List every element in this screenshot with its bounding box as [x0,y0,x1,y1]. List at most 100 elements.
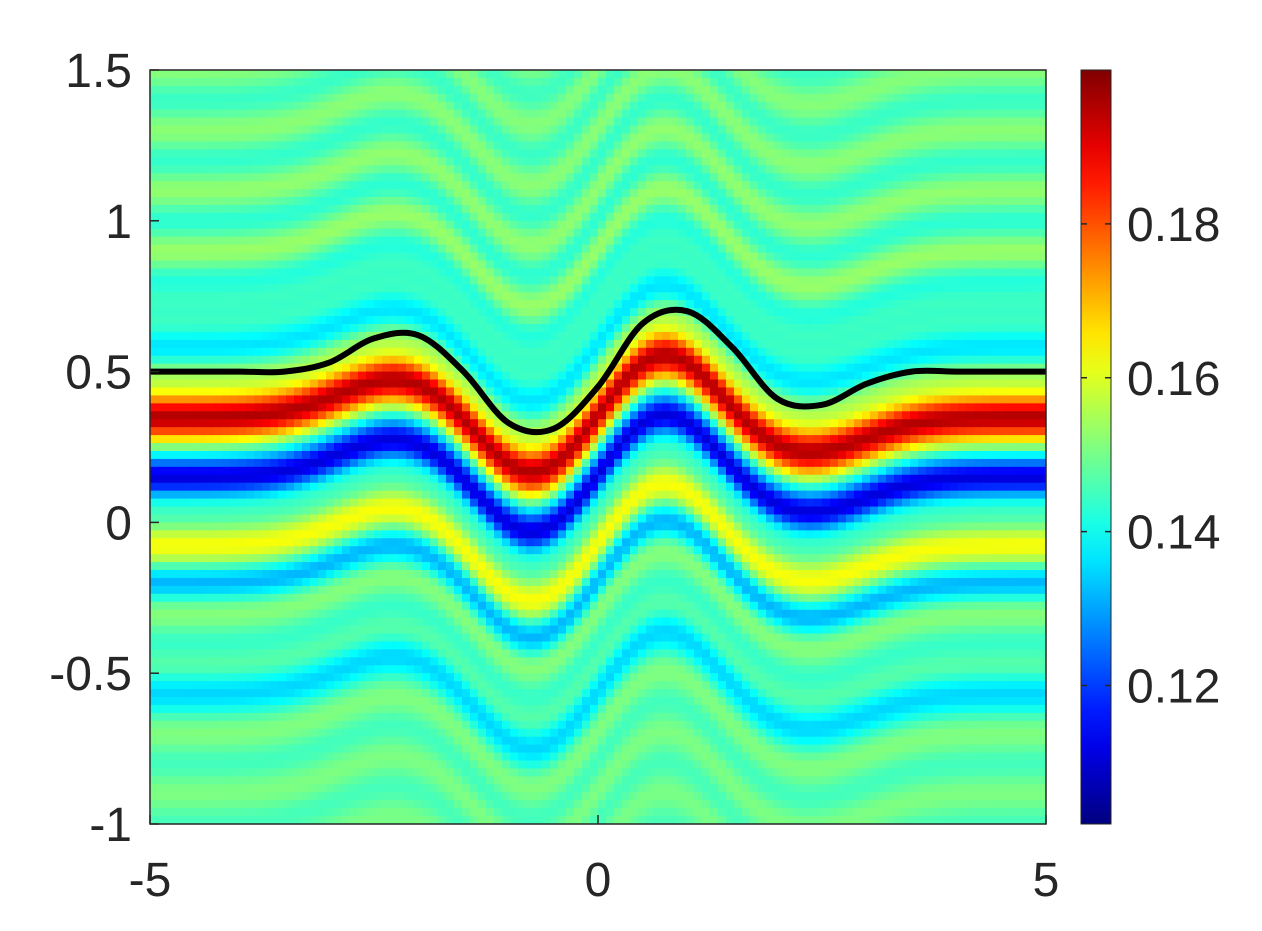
heatmap-cell [230,93,239,103]
heatmap-cell [262,577,271,587]
heatmap-cell [422,252,431,262]
heatmap-cell [262,212,271,222]
heatmap-cell [438,665,447,674]
heatmap-cell [262,816,271,824]
heatmap-cell [174,411,183,420]
heatmap-cell [342,268,351,277]
heatmap-cell [206,697,215,706]
heatmap-cell [438,101,447,111]
heatmap-cell [262,800,271,809]
heatmap-cell [470,601,479,611]
heatmap-cell [470,133,479,143]
heatmap-cell [374,593,383,603]
heatmap-cell [294,252,303,262]
heatmap-cell [422,554,431,563]
heatmap-cell [422,657,431,666]
heatmap-cell [222,673,231,682]
heatmap-cell [494,435,503,444]
heatmap-cell [358,70,367,79]
heatmap-cell [486,228,495,238]
heatmap-cell [526,292,535,301]
heatmap-cell [246,419,255,428]
heatmap-cell [358,443,367,452]
heatmap-cell [334,228,343,238]
heatmap-cell [254,355,263,365]
heatmap-cell [334,387,343,397]
heatmap-cell [422,784,431,793]
heatmap-cell [526,760,535,770]
heatmap-cell [270,300,279,309]
heatmap-cell [414,204,423,214]
heatmap-cell [206,339,215,349]
heatmap-cell [542,133,551,143]
heatmap-cell [454,474,463,484]
heatmap-cell [270,196,279,206]
heatmap-cell [246,141,255,150]
heatmap-cell [150,276,159,285]
heatmap-cell [334,109,343,119]
heatmap-cell [326,395,335,404]
heatmap-cell [238,546,247,555]
heatmap-cell [494,736,503,746]
heatmap-cell [294,220,303,230]
heatmap-cell [342,308,351,317]
heatmap-cell [238,808,247,817]
heatmap-cell [310,490,319,500]
heatmap-cell [558,593,567,603]
heatmap-cell [502,673,511,682]
heatmap-cell [182,712,191,722]
heatmap-cell [158,808,167,817]
heatmap-cell [206,70,215,79]
heatmap-cell [382,760,391,770]
heatmap-cell [262,720,271,730]
heatmap-cell [222,681,231,690]
heatmap-cell [422,117,431,127]
heatmap-cell [262,403,271,412]
heatmap-cell [278,697,287,706]
heatmap-cell [254,196,263,206]
heatmap-cell [406,427,415,436]
heatmap-cell [414,196,423,206]
heatmap-cell [406,673,415,682]
heatmap-cell [494,284,503,293]
heatmap-cell [214,125,223,135]
heatmap-cell [326,443,335,452]
heatmap-cell [518,657,527,666]
heatmap-cell [526,458,535,468]
heatmap-cell [286,323,295,333]
heatmap-cell [374,800,383,809]
heatmap-cell [198,77,207,87]
heatmap-cell [358,657,367,666]
heatmap-cell [510,236,519,246]
heatmap-cell [454,490,463,500]
heatmap-cell [494,752,503,762]
heatmap-cell [294,339,303,349]
heatmap-cell [150,292,159,301]
heatmap-cell [334,363,343,373]
heatmap-cell [494,403,503,412]
heatmap-cell [518,339,527,349]
heatmap-cell [222,776,231,785]
heatmap-cell [166,792,175,801]
heatmap-cell [398,736,407,746]
heatmap-cell [542,514,551,523]
heatmap-cell [286,800,295,809]
heatmap-cell [374,228,383,238]
heatmap-cell [286,371,295,381]
heatmap-cell [270,101,279,111]
heatmap-cell [478,450,487,460]
heatmap-cell [494,347,503,357]
heatmap-cell [566,141,575,150]
heatmap-cell [454,117,463,127]
heatmap-cell [542,752,551,762]
heatmap-cell [206,609,215,619]
heatmap-cell [318,458,327,468]
heatmap-cell [414,125,423,135]
heatmap-cell [366,800,375,809]
heatmap-cell [238,228,247,238]
heatmap-cell [438,189,447,198]
heatmap-cell [510,292,519,301]
heatmap-cell [206,101,215,111]
heatmap-cell [510,665,519,674]
